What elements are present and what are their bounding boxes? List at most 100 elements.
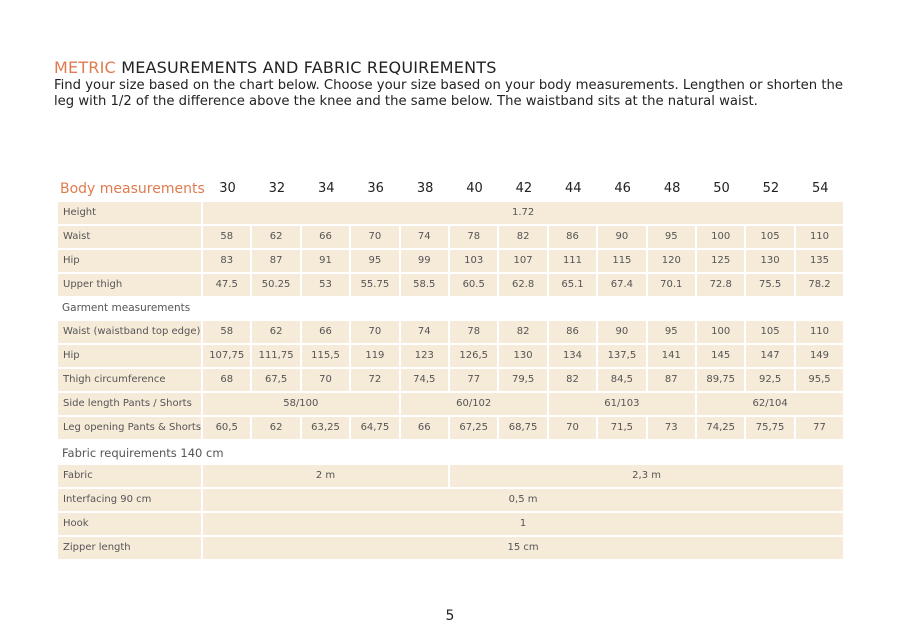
value-cell: 74 xyxy=(400,321,448,343)
value-cell: 62 xyxy=(252,417,300,439)
value-cell: 120 xyxy=(647,250,695,272)
value-cell: 77 xyxy=(450,369,498,391)
size-header: 36 xyxy=(367,181,384,196)
value-cell: 110 xyxy=(795,226,844,248)
value-cell: 75.5 xyxy=(746,274,794,296)
value-cell: 74,25 xyxy=(697,417,745,439)
value-cell: 135 xyxy=(795,250,844,272)
value-cell: 87 xyxy=(647,369,695,391)
value-cell: 62 xyxy=(252,321,300,343)
value-cell: 70 xyxy=(351,226,399,248)
value-cell: 15 cm xyxy=(203,537,844,559)
size-header: 46 xyxy=(614,181,631,196)
value-cell: 58.5 xyxy=(400,274,448,296)
value-cell: 141 xyxy=(647,345,695,367)
row-label: Leg opening Pants & Shorts xyxy=(58,417,201,439)
value-cell: 111 xyxy=(548,250,597,272)
value-cell: 62.8 xyxy=(499,274,547,296)
value-cell: 107 xyxy=(499,250,547,272)
value-cell: 123 xyxy=(400,345,448,367)
value-cell: 67.4 xyxy=(598,274,646,296)
row-label: Interfacing 90 cm xyxy=(58,489,201,511)
value-cell: 1 xyxy=(203,513,844,535)
value-cell: 83 xyxy=(203,250,251,272)
row-label: Waist xyxy=(58,226,201,248)
value-cell: 67,5 xyxy=(252,369,300,391)
value-cell: 90 xyxy=(598,226,646,248)
size-header: 50 xyxy=(713,181,730,196)
value-cell: 105 xyxy=(746,321,794,343)
section-heading: Fabric requirements 140 cm xyxy=(62,446,224,460)
section-heading: Garment measurements xyxy=(62,302,191,314)
value-cell: 67,25 xyxy=(450,417,498,439)
row-label: Waist (waistband top edge) xyxy=(58,321,201,343)
value-cell: 1.72 xyxy=(203,202,844,224)
size-header: 44 xyxy=(565,181,582,196)
value-cell: 2 m xyxy=(203,465,448,487)
value-cell: 68 xyxy=(203,369,251,391)
value-cell: 2,3 m xyxy=(450,465,844,487)
value-cell: 78 xyxy=(450,321,498,343)
row-label: Height xyxy=(58,202,201,224)
value-cell: 78 xyxy=(450,226,498,248)
row-label: Hook xyxy=(58,513,201,535)
size-header: 52 xyxy=(762,181,780,196)
value-cell: 73 xyxy=(647,417,695,439)
value-cell: 84,5 xyxy=(598,369,646,391)
size-header: 48 xyxy=(663,181,681,196)
value-cell: 70 xyxy=(301,369,350,391)
value-cell: 58 xyxy=(203,226,251,248)
row-label: Hip xyxy=(58,345,201,367)
value-cell: 126,5 xyxy=(450,345,498,367)
value-cell: 134 xyxy=(548,345,597,367)
row-label: Thigh circumference xyxy=(58,369,201,391)
value-cell: 79,5 xyxy=(499,369,547,391)
value-cell: 65.1 xyxy=(548,274,597,296)
value-cell: 103 xyxy=(450,250,498,272)
row-label: Upper thigh xyxy=(58,274,201,296)
value-cell: 95,5 xyxy=(795,369,844,391)
value-cell: 68,75 xyxy=(499,417,547,439)
size-header: 38 xyxy=(416,181,434,196)
value-cell: 115,5 xyxy=(301,345,350,367)
value-cell: 125 xyxy=(697,250,745,272)
value-cell: 72.8 xyxy=(697,274,745,296)
value-cell: 50.25 xyxy=(252,274,300,296)
value-cell: 77 xyxy=(795,417,844,439)
intro: Find your size based on the chart below.… xyxy=(54,78,843,109)
size-header: 30 xyxy=(219,181,236,196)
value-cell: 60.5 xyxy=(450,274,498,296)
value-cell: 66 xyxy=(400,417,448,439)
value-cell: 60/102 xyxy=(400,393,547,415)
value-cell: 62/104 xyxy=(697,393,844,415)
value-cell: 63,25 xyxy=(301,417,350,439)
value-cell: 111,75 xyxy=(252,345,300,367)
value-cell: 95 xyxy=(647,226,695,248)
value-cell: 61/103 xyxy=(548,393,695,415)
value-cell: 100 xyxy=(697,321,745,343)
value-cell: 82 xyxy=(548,369,597,391)
size-header: 40 xyxy=(466,181,483,196)
value-cell: 82 xyxy=(499,321,547,343)
value-cell: 55.75 xyxy=(351,274,399,296)
value-cell: 75,75 xyxy=(746,417,794,439)
table-heading: Body measurements xyxy=(60,181,205,197)
size-header: 32 xyxy=(268,181,286,196)
value-cell: 91 xyxy=(301,250,350,272)
size-header: 34 xyxy=(318,181,335,196)
value-cell: 53 xyxy=(301,274,350,296)
row-label: Hip xyxy=(58,250,201,272)
page-number: 5 xyxy=(445,608,455,624)
value-cell: 115 xyxy=(598,250,646,272)
value-cell: 71,5 xyxy=(598,417,646,439)
value-cell: 86 xyxy=(548,226,597,248)
value-cell: 82 xyxy=(499,226,547,248)
row-label: Fabric xyxy=(58,465,201,487)
value-cell: 0,5 m xyxy=(203,489,844,511)
size-header: 54 xyxy=(812,181,829,196)
value-cell: 105 xyxy=(746,226,794,248)
value-cell: 147 xyxy=(746,345,794,367)
value-cell: 95 xyxy=(351,250,399,272)
value-cell: 90 xyxy=(598,321,646,343)
